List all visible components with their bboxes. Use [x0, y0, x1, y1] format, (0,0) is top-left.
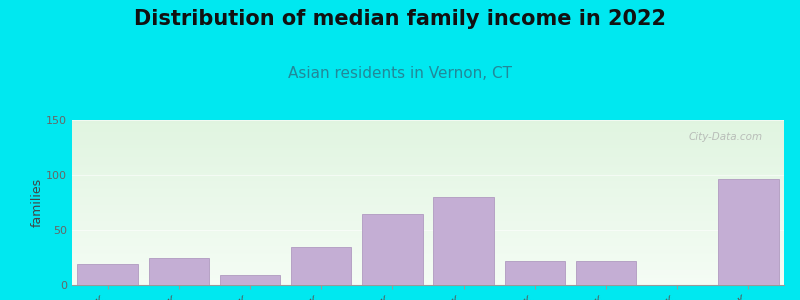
Text: City-Data.com: City-Data.com — [689, 131, 762, 142]
Bar — [434, 197, 494, 285]
Bar — [220, 275, 280, 285]
Bar — [78, 264, 138, 285]
Text: Asian residents in Vernon, CT: Asian residents in Vernon, CT — [288, 66, 512, 81]
Bar — [291, 247, 351, 285]
Y-axis label: families: families — [30, 178, 43, 227]
Bar — [576, 261, 636, 285]
Text: Distribution of median family income in 2022: Distribution of median family income in … — [134, 9, 666, 29]
Bar — [505, 261, 565, 285]
Bar — [362, 214, 422, 285]
Bar — [149, 257, 209, 285]
Bar — [718, 179, 778, 285]
